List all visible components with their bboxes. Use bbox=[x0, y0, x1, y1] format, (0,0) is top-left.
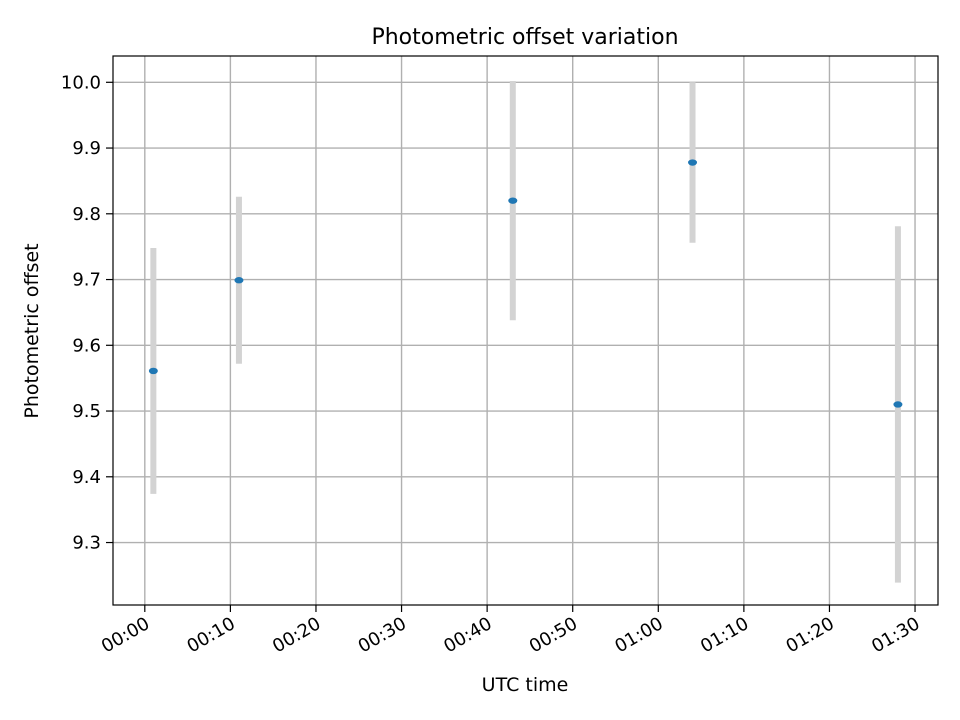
x-tick-label: 00:00 bbox=[98, 613, 153, 657]
grid-layer bbox=[113, 56, 938, 605]
x-axis-title: UTC time bbox=[482, 674, 569, 696]
tick-layer: 00:00 00:10 00:20 00:30 00:40 00:50 01:00 01:10… bbox=[61, 72, 924, 657]
y-tick-label: 9.4 bbox=[72, 467, 101, 488]
y-tick-label: 9.8 bbox=[72, 204, 101, 225]
data-point bbox=[234, 277, 244, 284]
point-layer bbox=[148, 159, 903, 408]
y-axis-title: Photometric offset bbox=[21, 243, 43, 418]
chart-title: Photometric offset variation bbox=[371, 25, 678, 50]
y-tick-label: 10.0 bbox=[61, 72, 101, 93]
x-tick-label: 00:20 bbox=[269, 613, 324, 657]
y-tick-label: 9.6 bbox=[72, 335, 101, 356]
data-point bbox=[688, 159, 698, 166]
x-tick-label: 01:30 bbox=[868, 613, 923, 657]
data-point bbox=[508, 197, 518, 204]
y-tick-label: 9.7 bbox=[72, 270, 101, 291]
y-tick-label: 9.5 bbox=[72, 401, 101, 422]
x-tick-label: 00:40 bbox=[440, 613, 495, 657]
data-point bbox=[893, 401, 903, 408]
x-tick-label: 00:30 bbox=[355, 613, 410, 657]
x-tick-label: 00:10 bbox=[183, 613, 238, 657]
data-point bbox=[148, 367, 158, 375]
y-tick-label: 9.3 bbox=[72, 533, 101, 554]
errorbar-layer bbox=[150, 80, 901, 583]
x-tick-label: 01:20 bbox=[783, 613, 838, 657]
x-tick-label: 01:10 bbox=[697, 613, 752, 657]
y-tick-label: 9.9 bbox=[72, 138, 101, 159]
x-tick-label: 01:00 bbox=[611, 613, 666, 657]
plot-frame bbox=[112, 55, 939, 606]
x-tick-label: 00:50 bbox=[526, 613, 581, 657]
